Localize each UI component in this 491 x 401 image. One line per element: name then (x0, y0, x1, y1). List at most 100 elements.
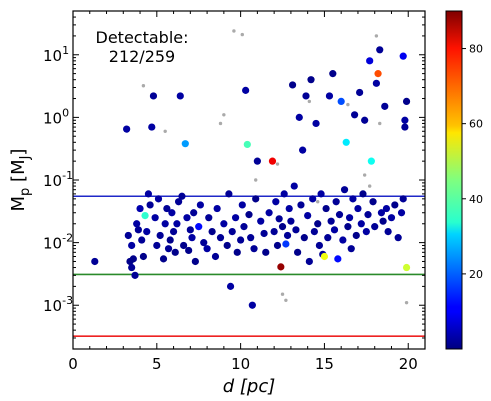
detected-point (183, 214, 191, 222)
detected-point (270, 227, 278, 236)
detected-point (397, 209, 406, 217)
detected-point (141, 212, 149, 220)
detected-point (247, 234, 255, 242)
detected-point (379, 217, 387, 225)
detected-point (226, 282, 235, 290)
detected-point (362, 227, 370, 236)
detected-point (153, 241, 161, 250)
detected-point (245, 211, 253, 219)
detected-point (292, 226, 300, 234)
detected-point (156, 231, 164, 240)
detected-point (347, 245, 355, 253)
detected-point (128, 241, 136, 250)
detected-point (304, 212, 312, 220)
detected-point (173, 220, 181, 228)
undetected-point (374, 34, 379, 38)
undetected-point (254, 178, 258, 182)
detected-point (185, 246, 193, 255)
detected-point (402, 97, 411, 105)
y-axis-ticks: 10-3 10-2 10-1 100 101 (43, 10, 425, 350)
detected-point (401, 123, 409, 131)
detected-point (248, 301, 256, 309)
detected-point (329, 70, 337, 78)
x-tick-label: 15 (315, 355, 334, 373)
colorbar-ticks: 20 40 60 80 (462, 43, 483, 281)
detected-point (384, 227, 392, 236)
y-tick-label: 10-2 (43, 232, 73, 253)
y-tick-label: 10-1 (43, 169, 73, 190)
detected-point (200, 239, 208, 247)
detected-point (191, 257, 199, 266)
detected-point (231, 214, 240, 222)
detected-point (402, 263, 411, 272)
detected-point (163, 204, 171, 213)
detected-point (322, 204, 330, 213)
colorbar-tick-label: 80 (469, 43, 483, 56)
detected-point (357, 220, 365, 228)
detected-point (282, 240, 290, 248)
detected-point (335, 211, 344, 219)
detected-point (233, 248, 241, 256)
detected-point (367, 157, 375, 165)
detected-point (188, 234, 196, 242)
annotation-line1: Detectable: (96, 28, 189, 47)
detected-point (211, 252, 220, 261)
x-tick-label: 0 (68, 355, 78, 373)
detected-point (295, 113, 303, 121)
undetected-point (163, 129, 167, 133)
detected-point (300, 234, 308, 242)
detected-point (148, 123, 156, 131)
detected-point (203, 245, 211, 253)
detected-points (91, 46, 411, 309)
detected-point (307, 76, 315, 84)
undetected-point (284, 298, 288, 302)
detected-point (285, 204, 293, 213)
detected-point (124, 231, 132, 240)
detected-point (309, 195, 317, 203)
detected-point (288, 81, 297, 89)
detected-point (351, 111, 359, 119)
detected-point (354, 204, 362, 213)
colorbar-tick-label: 60 (469, 118, 483, 131)
detected-point (312, 119, 320, 128)
undetected-point (362, 173, 367, 177)
detected-point (159, 255, 168, 263)
undetected-point (404, 300, 409, 305)
detected-point (399, 52, 407, 60)
detected-point (168, 209, 176, 217)
detected-point (91, 257, 99, 266)
detected-point (280, 190, 288, 198)
detected-point (225, 190, 233, 198)
detected-point (164, 245, 173, 253)
detected-point (371, 223, 379, 231)
plot-area-background (73, 11, 425, 349)
detected-point (287, 217, 295, 225)
undetected-point (307, 99, 312, 104)
detected-point (220, 220, 228, 228)
undetected-point (240, 32, 244, 37)
detected-point (139, 252, 147, 261)
colorbar-tick-label: 40 (469, 193, 483, 206)
detected-point (325, 92, 334, 100)
detected-point (387, 214, 396, 222)
detected-point (228, 227, 236, 236)
detected-point (337, 97, 345, 105)
detected-point (138, 236, 146, 244)
x-tick-label: 5 (152, 355, 162, 373)
detected-point (154, 195, 163, 203)
detected-point (299, 146, 307, 154)
detected-point (294, 248, 302, 256)
detected-point (151, 214, 159, 222)
detected-point (366, 57, 374, 65)
detected-point (401, 116, 409, 124)
detected-point (128, 263, 136, 272)
colorbar (445, 10, 463, 350)
undetected-point (378, 121, 382, 126)
detected-point (381, 102, 389, 110)
detected-point (253, 157, 261, 165)
detected-point (186, 226, 194, 234)
detected-point (136, 204, 144, 213)
detected-point (257, 217, 265, 225)
detected-point (129, 255, 137, 263)
